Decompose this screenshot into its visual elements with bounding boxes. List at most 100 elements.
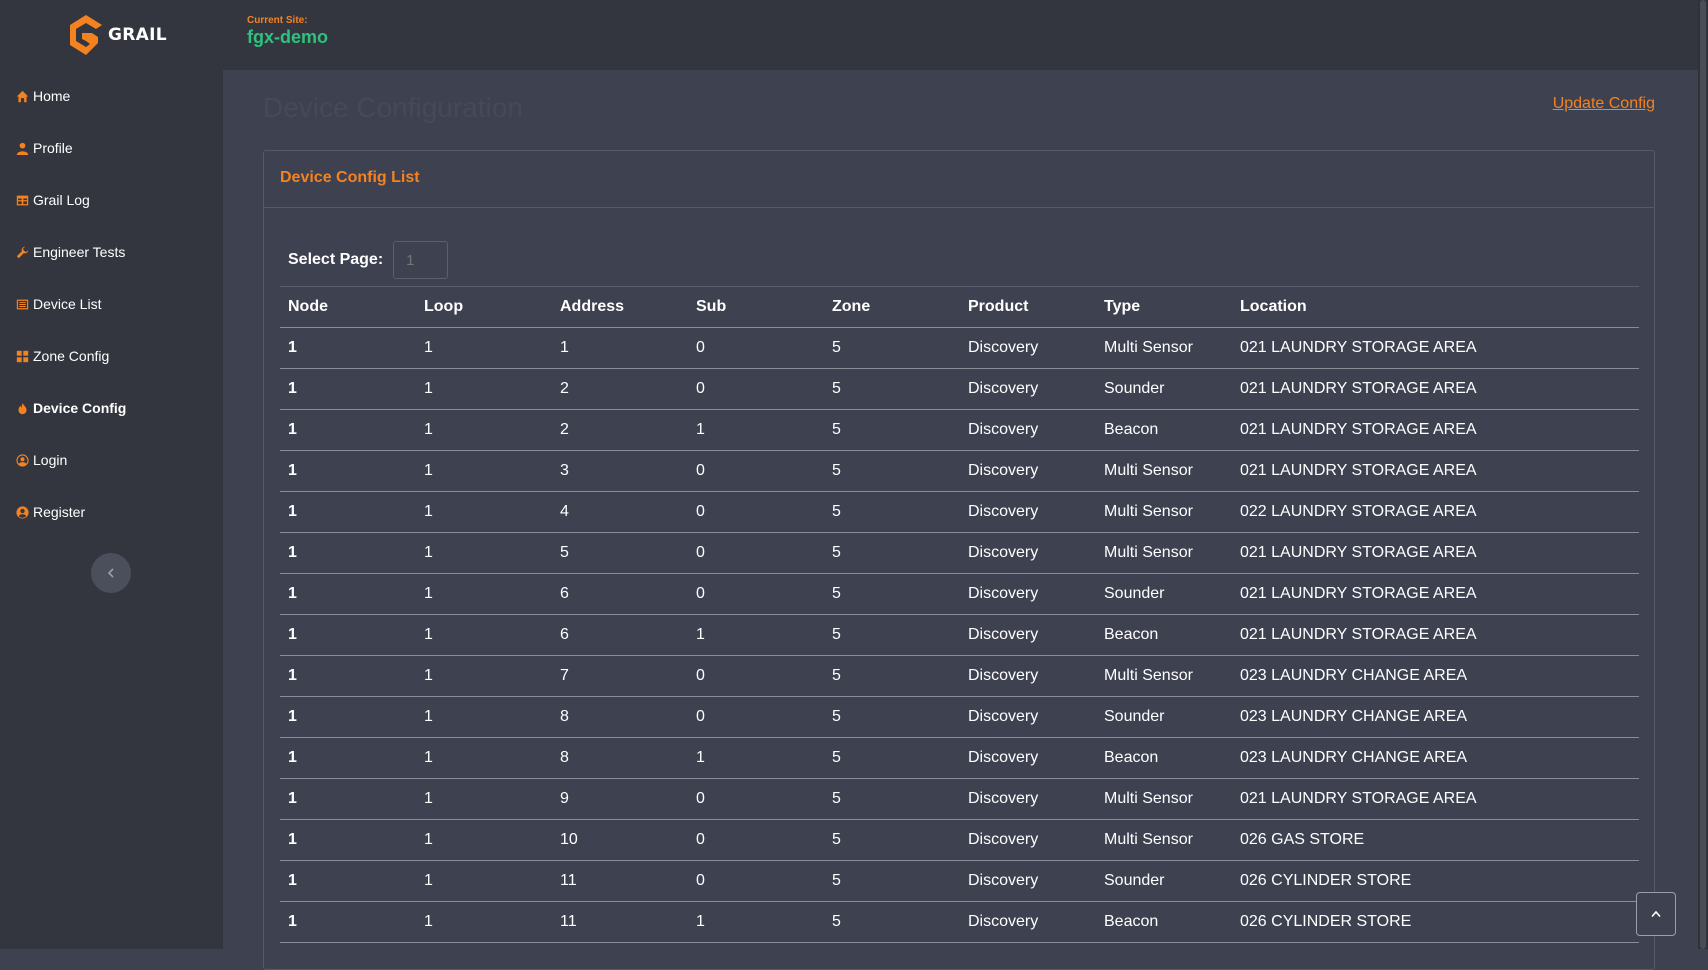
type-cell: Beacon: [1096, 901, 1232, 943]
table-row[interactable]: 1 1 2 1 5 Discovery Beacon 021 LAUNDRY STORAGE …: [280, 409, 1639, 451]
node-cell: 1: [280, 491, 416, 533]
column-header-sub[interactable]: Sub: [688, 286, 824, 328]
zone-cell: 5: [824, 368, 960, 410]
sidebar-item-engineer-tests[interactable]: Engineer Tests: [0, 226, 223, 278]
collapse-sidebar-button[interactable]: [91, 553, 131, 593]
loop-cell: 1: [416, 655, 552, 697]
location-cell: 026 CYLINDER STORE: [1232, 901, 1639, 943]
node-cell: 1: [280, 737, 416, 779]
type-cell: Multi Sensor: [1096, 491, 1232, 533]
table-row[interactable]: 1 1 7 0 5 Discovery Multi Sensor 023 LAUNDRY CH…: [280, 655, 1639, 697]
column-header-location[interactable]: Location: [1232, 286, 1639, 328]
sub-cell: 0: [688, 532, 824, 574]
address-cell: 2: [552, 409, 688, 451]
sub-cell: 1: [688, 737, 824, 779]
grail-logo[interactable]: GRAIL: [66, 12, 167, 58]
loop-cell: 1: [416, 368, 552, 410]
sub-cell: 0: [688, 860, 824, 902]
node-cell: 1: [280, 409, 416, 451]
product-cell: Discovery: [960, 901, 1096, 943]
table-body: 1 1 1 0 5 Discovery Multi Sensor 021 LAUNDRY ST…: [280, 327, 1639, 943]
location-cell: 021 LAUNDRY STORAGE AREA: [1232, 532, 1639, 574]
address-cell: 6: [552, 614, 688, 656]
home-icon: [15, 89, 29, 103]
column-header-type[interactable]: Type: [1096, 286, 1232, 328]
sidebar-item-register[interactable]: Register: [0, 486, 223, 538]
product-cell: Discovery: [960, 696, 1096, 738]
current-site-caption: Current Site:: [247, 15, 308, 26]
sidebar-item-zone-config[interactable]: Zone Config: [0, 330, 223, 382]
address-cell: 8: [552, 696, 688, 738]
product-cell: Discovery: [960, 327, 1096, 369]
loop-cell: 1: [416, 696, 552, 738]
column-header-product[interactable]: Product: [960, 286, 1096, 328]
node-cell: 1: [280, 450, 416, 492]
chevron-left-icon: [107, 568, 114, 578]
sidebar-item-label: Profile: [33, 140, 73, 156]
page-scrollbar[interactable]: [1698, 0, 1708, 949]
update-config-link[interactable]: Update Config: [1552, 95, 1655, 112]
table-row[interactable]: 1 1 10 0 5 Discovery Multi Sensor 026 GAS STORE: [280, 819, 1639, 861]
zone-cell: 5: [824, 409, 960, 451]
sidebar-item-label: Engineer Tests: [33, 244, 126, 260]
type-cell: Multi Sensor: [1096, 655, 1232, 697]
column-header-zone[interactable]: Zone: [824, 286, 960, 328]
sidebar-item-device-list[interactable]: Device List: [0, 278, 223, 330]
location-cell: 026 GAS STORE: [1232, 819, 1639, 861]
table-row[interactable]: 1 1 8 0 5 Discovery Sounder 023 LAUNDRY CHANGE …: [280, 696, 1639, 738]
table-row[interactable]: 1 1 11 1 5 Discovery Beacon 026 CYLINDER STORE: [280, 901, 1639, 943]
sidebar-item-label: Zone Config: [33, 348, 110, 364]
node-cell: 1: [280, 573, 416, 615]
address-cell: 2: [552, 368, 688, 410]
sidebar-item-device-config[interactable]: Device Config: [0, 382, 223, 434]
node-cell: 1: [280, 655, 416, 697]
table-row[interactable]: 1 1 1 0 5 Discovery Multi Sensor 021 LAUNDRY ST…: [280, 327, 1639, 369]
node-cell: 1: [280, 778, 416, 820]
table-row[interactable]: 1 1 8 1 5 Discovery Beacon 023 LAUNDRY CHANGE A…: [280, 737, 1639, 779]
sidebar-item-grail-log[interactable]: Grail Log: [0, 174, 223, 226]
product-cell: Discovery: [960, 491, 1096, 533]
address-cell: 9: [552, 778, 688, 820]
address-cell: 4: [552, 491, 688, 533]
location-cell: 021 LAUNDRY STORAGE AREA: [1232, 368, 1639, 410]
loop-cell: 1: [416, 819, 552, 861]
zone-cell: 5: [824, 778, 960, 820]
loop-cell: 1: [416, 614, 552, 656]
scrollbar-thumb[interactable]: [1700, 0, 1706, 949]
sidebar-item-label: Login: [33, 452, 68, 468]
product-cell: Discovery: [960, 655, 1096, 697]
sub-cell: 0: [688, 450, 824, 492]
product-cell: Discovery: [960, 573, 1096, 615]
table-row[interactable]: 1 1 3 0 5 Discovery Multi Sensor 021 LAUNDRY ST…: [280, 450, 1639, 492]
table-row[interactable]: 1 1 6 0 5 Discovery Sounder 021 LAUNDRY STORAGE…: [280, 573, 1639, 615]
column-header-loop[interactable]: Loop: [416, 286, 552, 328]
node-cell: 1: [280, 819, 416, 861]
loop-cell: 1: [416, 778, 552, 820]
sub-cell: 0: [688, 778, 824, 820]
sidebar-item-profile[interactable]: Profile: [0, 122, 223, 174]
table-row[interactable]: 1 1 11 0 5 Discovery Sounder 026 CYLINDER STORE: [280, 860, 1639, 902]
node-cell: 1: [280, 532, 416, 574]
table-row[interactable]: 1 1 6 1 5 Discovery Beacon 021 LAUNDRY STORAGE …: [280, 614, 1639, 656]
table-row[interactable]: 1 1 9 0 5 Discovery Multi Sensor 021 LAUNDRY ST…: [280, 778, 1639, 820]
type-cell: Multi Sensor: [1096, 532, 1232, 574]
loop-cell: 1: [416, 532, 552, 574]
sidebar-item-label: Register: [33, 504, 86, 520]
table-row[interactable]: 1 1 5 0 5 Discovery Multi Sensor 021 LAUNDRY ST…: [280, 532, 1639, 574]
table-row[interactable]: 1 1 4 0 5 Discovery Multi Sensor 022 LAUNDRY ST…: [280, 491, 1639, 533]
select-page-input[interactable]: [393, 241, 449, 279]
zone-cell: 5: [824, 901, 960, 943]
sub-cell: 0: [688, 819, 824, 861]
table-row[interactable]: 1 1 2 0 5 Discovery Sounder 021 LAUNDRY STORAGE…: [280, 368, 1639, 410]
column-header-node[interactable]: Node: [280, 286, 416, 328]
address-cell: 7: [552, 655, 688, 697]
sidebar-item-login[interactable]: Login: [0, 434, 223, 486]
type-cell: Sounder: [1096, 368, 1232, 410]
sidebar-item-label: Device List: [33, 296, 102, 312]
sidebar-item-home[interactable]: Home: [0, 70, 223, 122]
zone-cell: 5: [824, 532, 960, 574]
scroll-to-top-button[interactable]: [1636, 892, 1676, 936]
column-header-address[interactable]: Address: [552, 286, 688, 328]
logo-text: GRAIL: [108, 25, 167, 45]
product-cell: Discovery: [960, 532, 1096, 574]
